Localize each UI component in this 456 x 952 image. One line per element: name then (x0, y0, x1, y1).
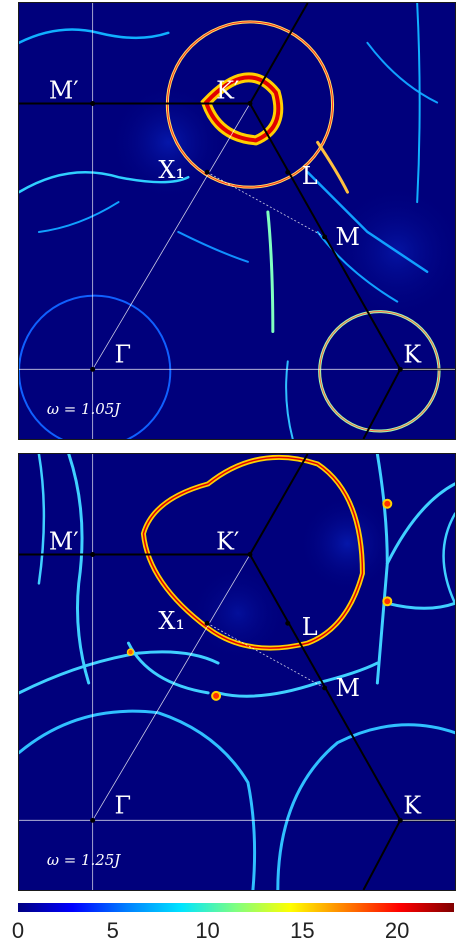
curve (19, 650, 220, 695)
label-gamma: Γ (115, 340, 132, 368)
ring-k-core (319, 311, 440, 432)
label-gamma: Γ (115, 791, 132, 819)
colorbar (18, 903, 454, 912)
spectral-curves (19, 3, 441, 439)
label-x1: X₁ (158, 607, 185, 635)
label-mprime: M′ (49, 77, 79, 105)
curve (37, 201, 120, 233)
heatmap-top-svg: M′ K′ X₁ L M Γ K ω = 1.05J (19, 3, 455, 439)
curve (19, 28, 170, 45)
heatmap-panel-top: M′ K′ X₁ L M Γ K ω = 1.05J (18, 2, 456, 440)
curve (216, 661, 379, 698)
curve (37, 454, 46, 585)
curve (67, 454, 91, 685)
hotspot (382, 498, 393, 509)
curve (385, 601, 455, 610)
kprime-hotspot-core (203, 75, 281, 143)
curve (276, 723, 455, 890)
curve (442, 512, 455, 605)
label-k: K (403, 340, 422, 368)
label-kprime: K′ (216, 77, 239, 105)
curve (416, 3, 421, 204)
ring-gamma (19, 294, 172, 439)
curve (316, 230, 399, 303)
label-x1: X₁ (158, 156, 185, 184)
spectral-curves (19, 454, 455, 890)
points (90, 552, 403, 823)
curve (366, 41, 439, 104)
glow (108, 82, 229, 203)
colorbar-tick-label: 5 (106, 918, 119, 943)
curve (19, 171, 190, 194)
colorbar-tick-label: 20 (384, 918, 410, 943)
label-l: L (302, 613, 318, 641)
omega-annotation: ω = 1.05J (47, 400, 121, 418)
omega-annotation: ω = 1.25J (47, 851, 121, 869)
label-m: M (336, 674, 360, 702)
points (90, 101, 403, 372)
glow (188, 563, 288, 664)
label-kprime: K′ (216, 528, 239, 556)
hotspot (382, 596, 393, 607)
curve (306, 170, 429, 274)
label-m: M (336, 223, 360, 251)
curve (316, 140, 349, 194)
glow (327, 182, 455, 322)
heatmap-panel-bottom: M′ K′ X₁ L M Γ K ω = 1.25J (18, 453, 456, 891)
colorbar-tick-label: 0 (11, 918, 25, 943)
glow (297, 493, 398, 594)
label-mprime: M′ (49, 528, 79, 556)
curve (19, 709, 257, 890)
colorbar-gradient (18, 903, 454, 912)
curve (266, 210, 275, 333)
colorbar-tick-label: 15 (290, 918, 315, 943)
curve (177, 230, 249, 263)
colorbar-tick-label: 10 (195, 918, 220, 943)
label-k: K (403, 791, 422, 819)
ring-kprime-core (142, 456, 364, 649)
hotspot (126, 648, 135, 656)
heatmap-bottom-svg: M′ K′ X₁ L M Γ K ω = 1.25J (19, 454, 455, 890)
curve (285, 360, 294, 439)
label-l: L (302, 162, 318, 190)
curve (385, 482, 455, 565)
hotspot (211, 690, 222, 701)
